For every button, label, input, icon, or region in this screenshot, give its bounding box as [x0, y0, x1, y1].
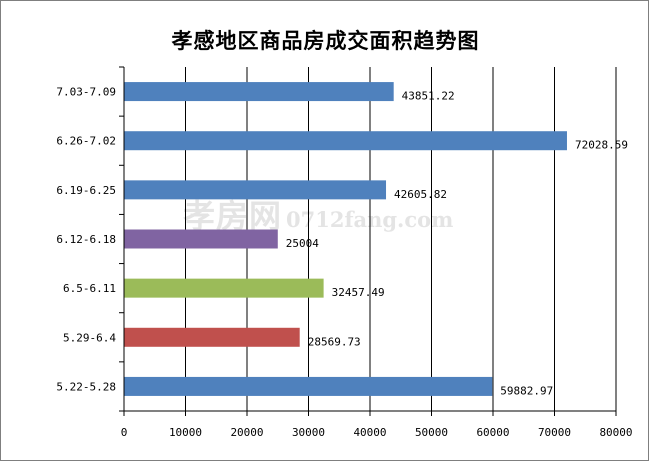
category-label: 6.12-6.18	[56, 233, 116, 246]
data-label: 28569.73	[308, 335, 361, 348]
data-label: 43851.22	[402, 90, 455, 103]
data-label: 25004	[286, 237, 319, 250]
bar	[124, 278, 324, 298]
category-label: 5.22-5.28	[56, 380, 116, 393]
x-tick-label: 80000	[599, 426, 632, 439]
category-label: 6.19-6.25	[56, 184, 116, 197]
x-tick-label: 40000	[353, 426, 386, 439]
category-label: 7.03-7.09	[56, 86, 116, 99]
bar	[124, 82, 394, 102]
category-label: 6.5-6.11	[63, 282, 116, 295]
bar	[124, 376, 493, 396]
x-tick-label: 20000	[230, 426, 263, 439]
x-tick-label: 50000	[415, 426, 448, 439]
bar	[124, 131, 567, 151]
data-label: 42605.82	[394, 188, 447, 201]
chart-title: 孝感地区商品房成交面积趋势图	[171, 29, 480, 53]
data-label: 59882.97	[500, 384, 553, 397]
x-tick-label: 10000	[169, 426, 202, 439]
data-label: 72028.59	[575, 139, 628, 152]
bar	[124, 180, 387, 200]
data-label: 32457.49	[332, 286, 385, 299]
x-tick-label: 0	[121, 426, 128, 439]
bar	[124, 229, 278, 249]
watermark-logo-text: 孝房网	[183, 197, 283, 235]
x-tick-label: 70000	[538, 426, 571, 439]
x-tick-label: 30000	[292, 426, 325, 439]
category-label: 5.29-6.4	[63, 331, 116, 344]
category-label: 6.26-7.02	[56, 135, 116, 148]
bar	[124, 327, 300, 347]
x-tick-label: 60000	[476, 426, 509, 439]
